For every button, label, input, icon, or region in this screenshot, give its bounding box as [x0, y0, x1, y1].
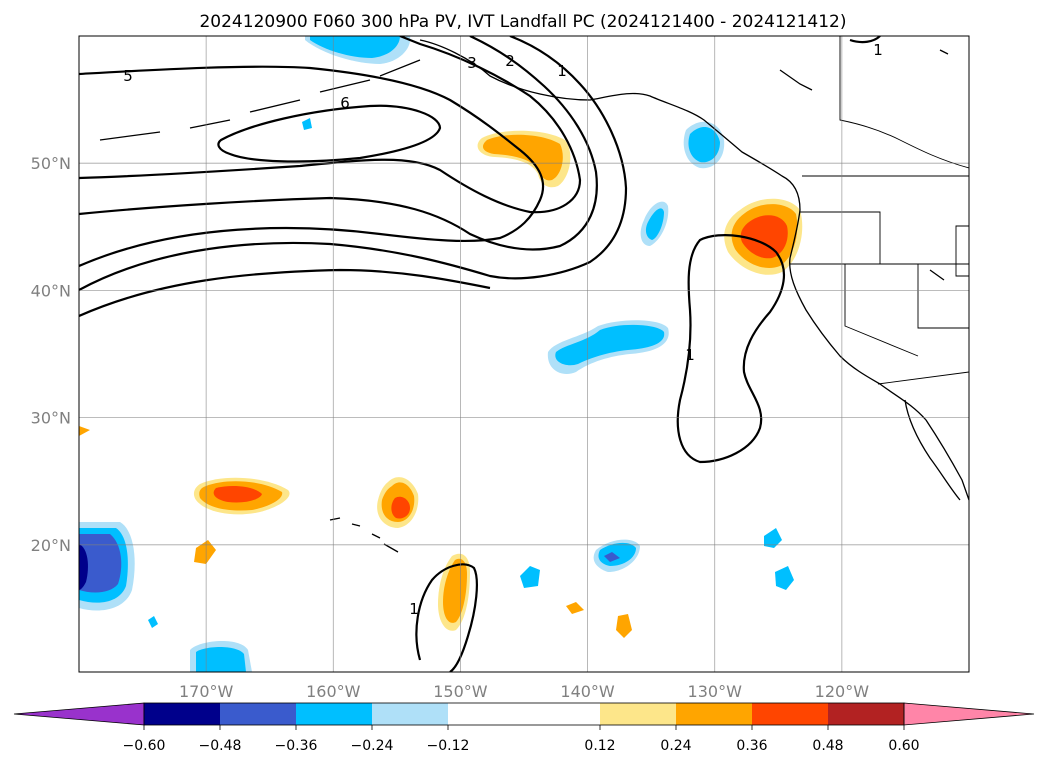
colorbar-tick-label: 0.24 [660, 738, 691, 754]
colorbar-extend-high [903, 702, 1035, 726]
colorbar-bin [448, 703, 600, 725]
positive-anomaly-oregon-coast [724, 198, 803, 275]
x-tick-label: 170°W [179, 682, 234, 701]
colorbar-tick-label: 0.60 [888, 738, 919, 754]
y-tick-label: 30°N [31, 409, 71, 428]
pv-contour-labels: 5 6 3 2 1 1 1 1 [123, 41, 883, 618]
map-panel: 5 6 3 2 1 1 1 1 [79, 36, 969, 672]
pv-label-5: 5 [123, 67, 133, 85]
colorbar-bin [144, 703, 220, 725]
negative-anomaly-gulf-of-alaska [305, 36, 411, 64]
colorbar-tick-label: −0.48 [199, 738, 242, 754]
x-tick-label: 150°W [433, 682, 488, 701]
x-tick-label: 160°W [306, 682, 361, 701]
negative-anomaly-west-edge [79, 522, 135, 611]
y-tick-label: 40°N [31, 281, 71, 300]
colorbar-bin [296, 703, 372, 725]
pv-label-6: 6 [340, 94, 350, 112]
colorbar: −0.60 −0.48 −0.36 −0.24 −0.12 0.12 0.24 0.36 0.4… [13, 702, 1035, 754]
x-tick-label: 120°W [815, 682, 870, 701]
pv-contours [79, 36, 881, 672]
colorbar-bin [600, 703, 676, 725]
pv-label-3: 3 [467, 54, 477, 72]
colorbar-bin [828, 703, 904, 725]
colorbar-tick-label: −0.24 [351, 738, 394, 754]
x-tick-label: 130°W [688, 682, 743, 701]
positive-anomaly-north-pacific [477, 130, 571, 188]
colorbar-tick-label: −0.60 [123, 738, 166, 754]
colorbar-bin [676, 703, 752, 725]
positive-anomaly-hawaii-north [377, 477, 419, 528]
negative-anomaly-subtropical-band [547, 320, 669, 374]
x-tick-label: 140°W [560, 682, 615, 701]
pv-label-1-northeast: 1 [873, 41, 883, 59]
pv-label-1-north: 1 [557, 62, 567, 80]
colorbar-bin [752, 703, 828, 725]
positive-anomaly-small-features [79, 426, 632, 638]
pv-label-2: 2 [505, 52, 515, 70]
colorbar-bin [220, 703, 296, 725]
colorbar-tick-label: −0.36 [275, 738, 318, 754]
colorbar-frame [143, 702, 905, 726]
positive-anomaly-central-pacific-west [193, 477, 290, 515]
chart-title: 2024120900 F060 300 hPa PV, IVT Landfall… [199, 12, 846, 32]
colorbar-tick-label: 0.12 [584, 738, 615, 754]
y-tick-label: 20°N [31, 536, 71, 555]
colorbar-tick-label: 0.36 [736, 738, 767, 754]
pv-label-1-south: 1 [409, 600, 419, 618]
positive-anomaly-south-hawaii [438, 553, 470, 631]
pv-label-1-east: 1 [685, 346, 695, 364]
colorbar-extend-low [13, 702, 145, 726]
latitude-ticks: 50°N 40°N 30°N 20°N [31, 154, 71, 555]
negative-anomaly-bc-coast [683, 121, 725, 169]
colorbar-bin [372, 703, 448, 725]
colorbar-tick-label: −0.12 [427, 738, 470, 754]
colorbar-tick-label: 0.48 [812, 738, 843, 754]
y-tick-label: 50°N [31, 154, 71, 173]
map-frame [78, 35, 970, 673]
gridlines [79, 36, 969, 672]
negative-anomaly-small-features [148, 118, 794, 672]
longitude-ticks: 170°W 160°W 150°W 140°W 130°W 120°W [179, 682, 869, 701]
political-borders [790, 36, 969, 385]
